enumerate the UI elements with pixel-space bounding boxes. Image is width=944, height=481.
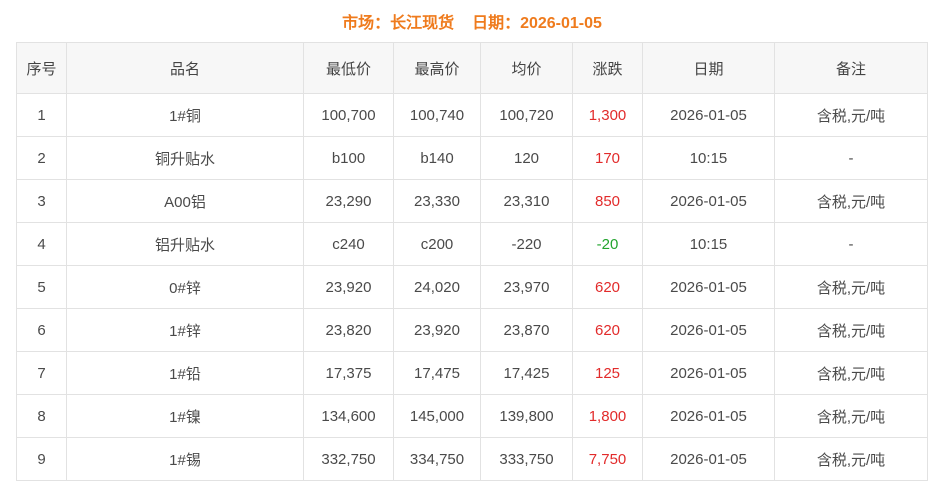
cell-high: 24,020	[393, 265, 481, 309]
cell-name: 1#锌	[66, 308, 304, 352]
header-note: 备注	[774, 42, 928, 94]
header-date: 日期	[642, 42, 775, 94]
cell-high: 334,750	[393, 437, 481, 481]
cell-date: 2026-01-05	[642, 394, 775, 438]
header-avg: 均价	[480, 42, 573, 94]
cell-high: 23,920	[393, 308, 481, 352]
cell-name: 1#镍	[66, 394, 304, 438]
cell-note: -	[774, 136, 928, 180]
cell-note: 含税,元/吨	[774, 394, 928, 438]
cell-date: 2026-01-05	[642, 351, 775, 395]
cell-seq: 6	[16, 308, 67, 352]
cell-note: 含税,元/吨	[774, 179, 928, 223]
table-row: 7 1#铅 17,375 17,475 17,425 125 2026-01-0…	[16, 351, 928, 395]
spot-price-table: 序号 品名 最低价 最高价 均价 涨跌 日期 备注 1 1#铜 100,700 …	[16, 42, 928, 481]
cell-note: 含税,元/吨	[774, 93, 928, 137]
table-row: 8 1#镍 134,600 145,000 139,800 1,800 2026…	[16, 394, 928, 438]
cell-name: 铝升贴水	[66, 222, 304, 266]
cell-avg: 120	[480, 136, 573, 180]
cell-note: 含税,元/吨	[774, 308, 928, 352]
table-row: 2 铜升贴水 b100 b140 120 170 10:15 -	[16, 136, 928, 180]
cell-avg: 17,425	[480, 351, 573, 395]
cell-change: 7,750	[572, 437, 643, 481]
header-seq: 序号	[16, 42, 67, 94]
cell-high: 23,330	[393, 179, 481, 223]
cell-date: 10:15	[642, 222, 775, 266]
cell-low: 23,920	[303, 265, 394, 309]
cell-avg: -220	[480, 222, 573, 266]
cell-low: 134,600	[303, 394, 394, 438]
cell-change: 620	[572, 265, 643, 309]
cell-name: 1#铅	[66, 351, 304, 395]
cell-high: b140	[393, 136, 481, 180]
cell-name: 1#锡	[66, 437, 304, 481]
cell-avg: 100,720	[480, 93, 573, 137]
table-row: 6 1#锌 23,820 23,920 23,870 620 2026-01-0…	[16, 308, 928, 352]
table-header: 序号 品名 最低价 最高价 均价 涨跌 日期 备注	[16, 42, 928, 94]
cell-seq: 8	[16, 394, 67, 438]
cell-high: 100,740	[393, 93, 481, 137]
cell-seq: 5	[16, 265, 67, 309]
cell-date: 2026-01-05	[642, 265, 775, 309]
cell-name: 1#铜	[66, 93, 304, 137]
table-row: 1 1#铜 100,700 100,740 100,720 1,300 2026…	[16, 93, 928, 137]
cell-date: 2026-01-05	[642, 179, 775, 223]
cell-change: 620	[572, 308, 643, 352]
cell-seq: 3	[16, 179, 67, 223]
cell-avg: 139,800	[480, 394, 573, 438]
cell-date: 10:15	[642, 136, 775, 180]
header-change: 涨跌	[572, 42, 643, 94]
cell-seq: 1	[16, 93, 67, 137]
cell-change: -20	[572, 222, 643, 266]
cell-low: b100	[303, 136, 394, 180]
cell-low: 332,750	[303, 437, 394, 481]
cell-high: c200	[393, 222, 481, 266]
header-low: 最低价	[303, 42, 394, 94]
page-title: 市场：长江现货 日期：2026-01-05	[0, 0, 944, 42]
cell-name: 0#锌	[66, 265, 304, 309]
header-high: 最高价	[393, 42, 481, 94]
cell-low: 100,700	[303, 93, 394, 137]
market-label: 市场：长江现货	[342, 15, 455, 32]
cell-name: A00铝	[66, 179, 304, 223]
cell-seq: 7	[16, 351, 67, 395]
cell-low: c240	[303, 222, 394, 266]
cell-note: -	[774, 222, 928, 266]
cell-avg: 333,750	[480, 437, 573, 481]
table-row: 9 1#锡 332,750 334,750 333,750 7,750 2026…	[16, 437, 928, 481]
cell-change: 850	[572, 179, 643, 223]
cell-name: 铜升贴水	[66, 136, 304, 180]
table-body: 1 1#铜 100,700 100,740 100,720 1,300 2026…	[16, 93, 928, 481]
cell-change: 1,800	[572, 394, 643, 438]
cell-note: 含税,元/吨	[774, 437, 928, 481]
cell-avg: 23,870	[480, 308, 573, 352]
cell-note: 含税,元/吨	[774, 351, 928, 395]
cell-date: 2026-01-05	[642, 93, 775, 137]
cell-note: 含税,元/吨	[774, 265, 928, 309]
header-name: 品名	[66, 42, 304, 94]
cell-seq: 2	[16, 136, 67, 180]
cell-low: 23,820	[303, 308, 394, 352]
cell-low: 17,375	[303, 351, 394, 395]
cell-date: 2026-01-05	[642, 308, 775, 352]
table-header-row: 序号 品名 最低价 最高价 均价 涨跌 日期 备注	[16, 42, 928, 94]
cell-seq: 4	[16, 222, 67, 266]
date-label: 日期：2026-01-05	[472, 15, 602, 32]
cell-low: 23,290	[303, 179, 394, 223]
table-row: 4 铝升贴水 c240 c200 -220 -20 10:15 -	[16, 222, 928, 266]
cell-avg: 23,310	[480, 179, 573, 223]
cell-change: 1,300	[572, 93, 643, 137]
cell-avg: 23,970	[480, 265, 573, 309]
cell-seq: 9	[16, 437, 67, 481]
table-row: 3 A00铝 23,290 23,330 23,310 850 2026-01-…	[16, 179, 928, 223]
cell-date: 2026-01-05	[642, 437, 775, 481]
table-row: 5 0#锌 23,920 24,020 23,970 620 2026-01-0…	[16, 265, 928, 309]
cell-change: 125	[572, 351, 643, 395]
cell-high: 17,475	[393, 351, 481, 395]
cell-change: 170	[572, 136, 643, 180]
cell-high: 145,000	[393, 394, 481, 438]
